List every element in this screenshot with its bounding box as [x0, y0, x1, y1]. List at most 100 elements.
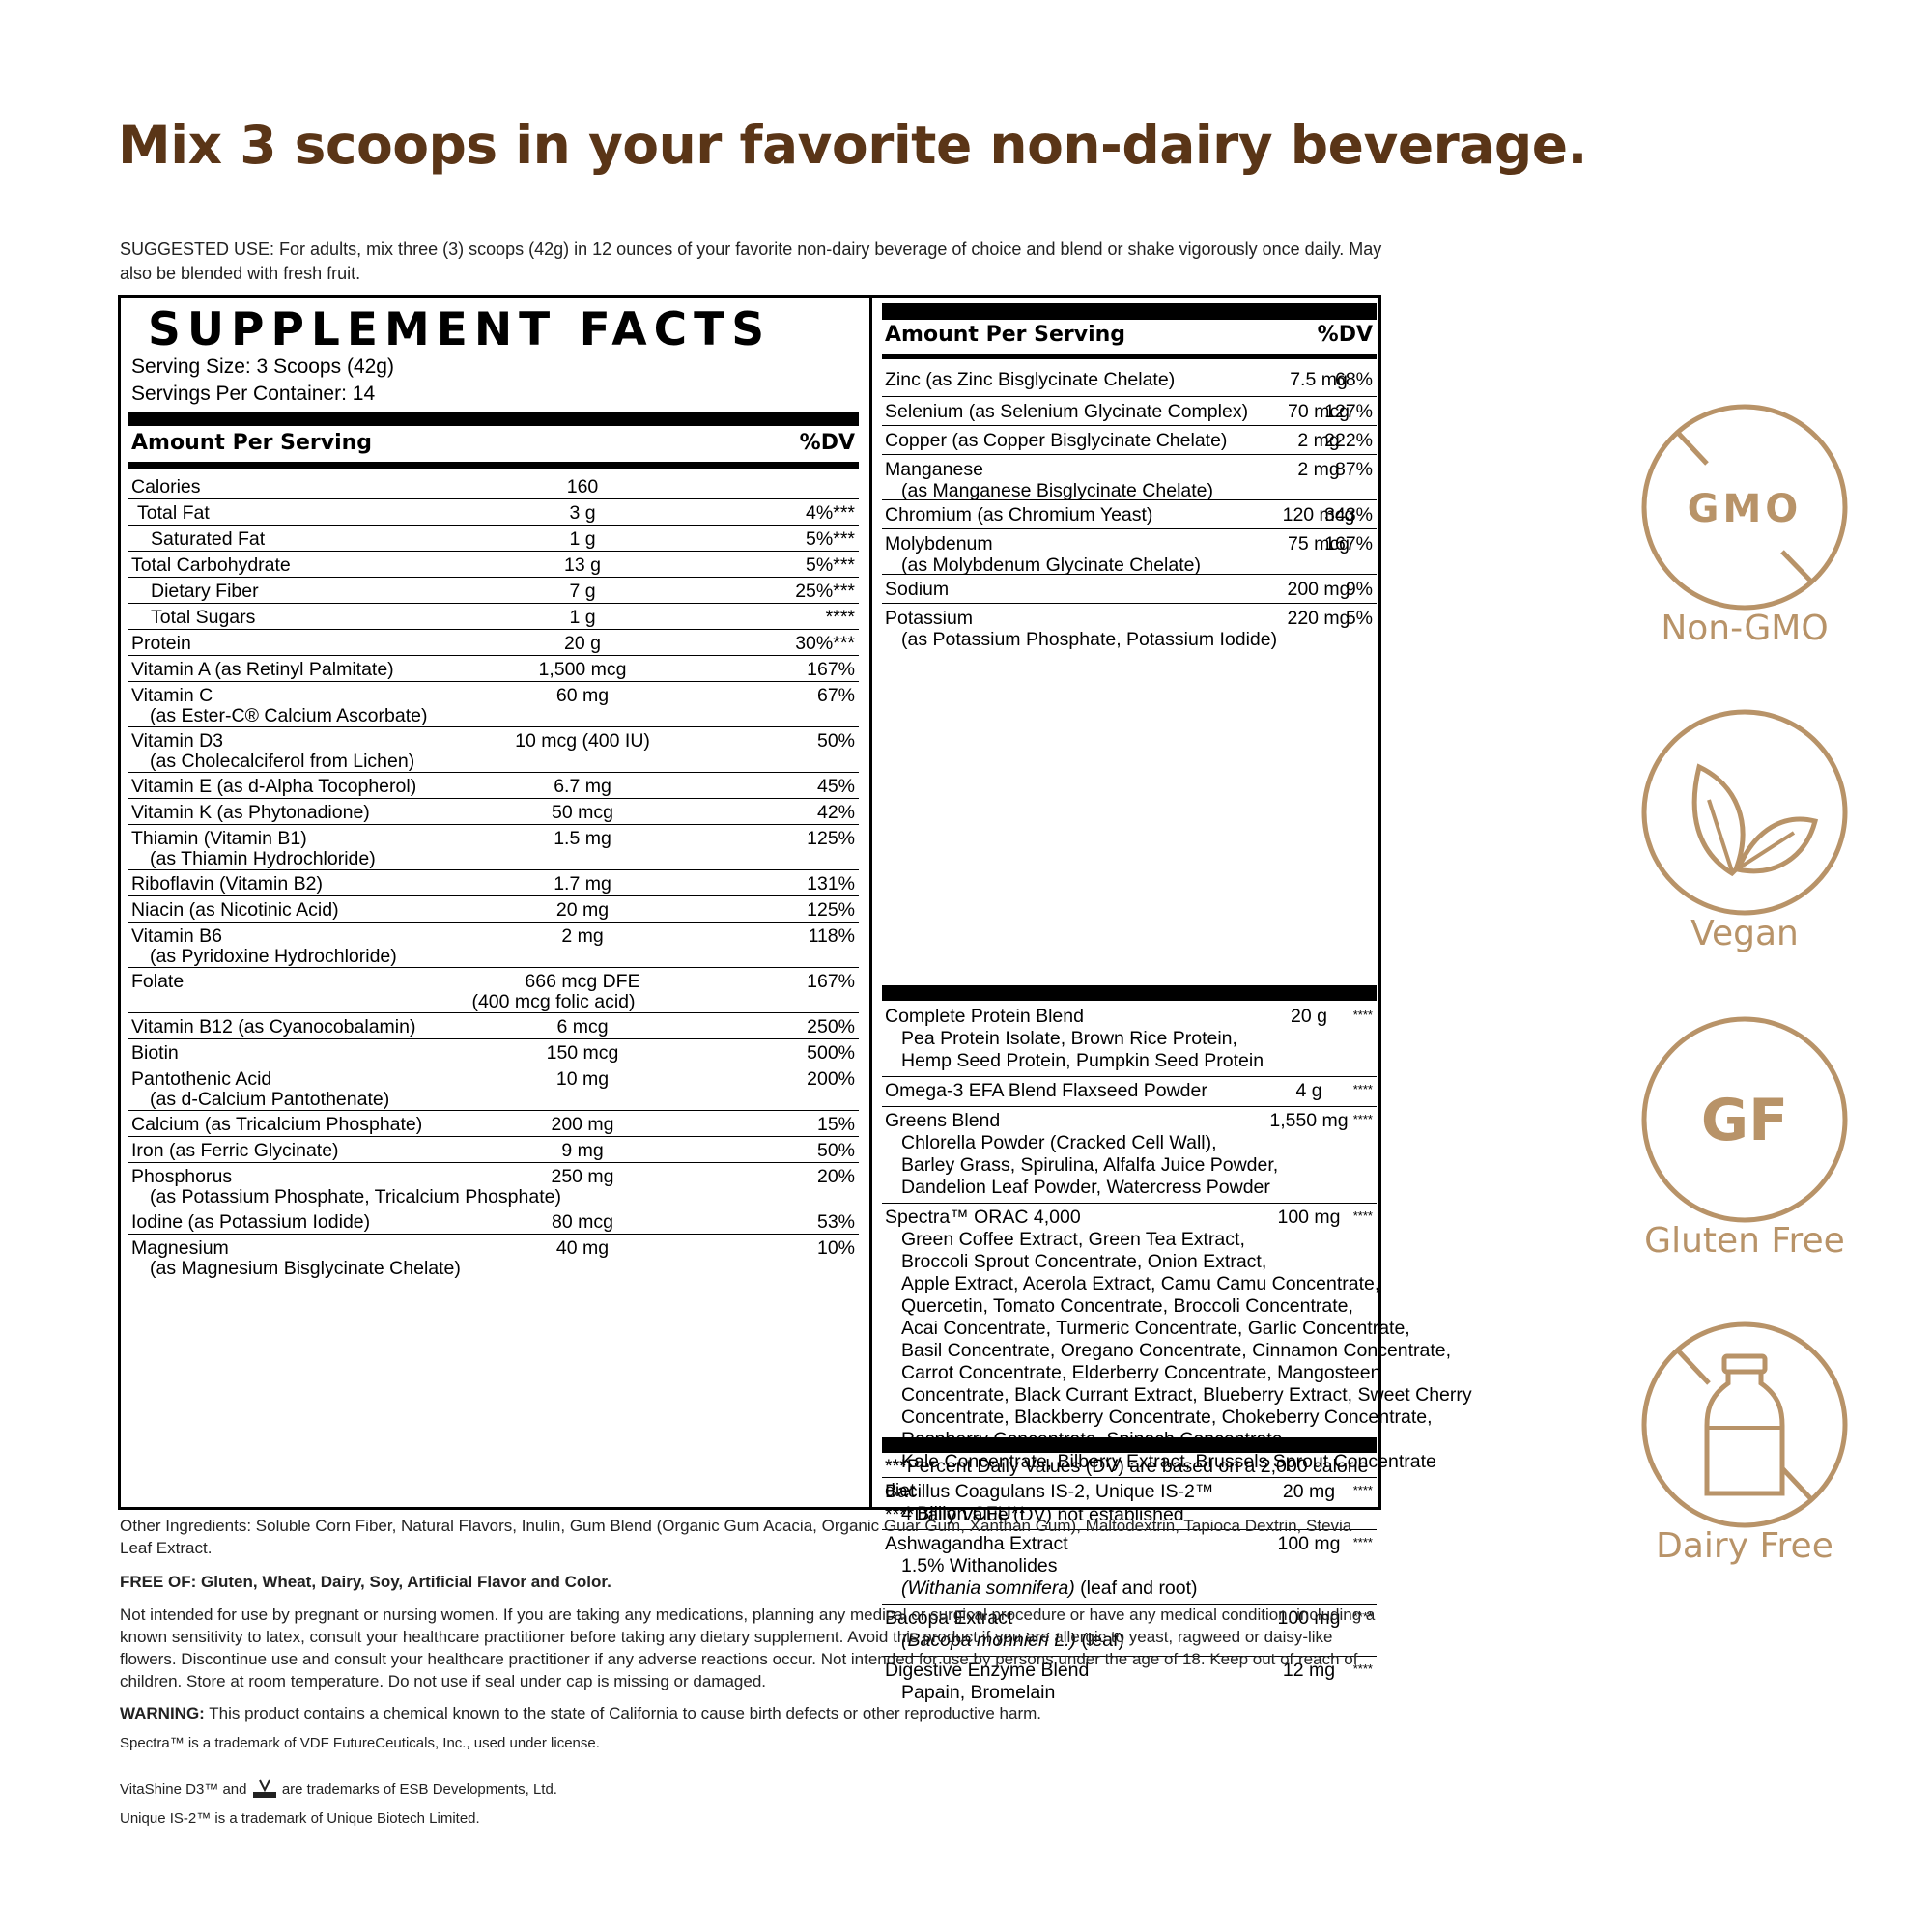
- mineral-name: Selenium (as Selenium Glycinate Complex): [885, 401, 1249, 422]
- nutrient-name: Vitamin D3: [131, 730, 224, 752]
- nutrient-name: Iron (as Ferric Glycinate): [131, 1140, 339, 1161]
- mineral-name: Molybdenum: [885, 533, 993, 554]
- blend-amount: 100 mg: [1277, 1207, 1341, 1228]
- nutrient-amount: 7 g: [569, 581, 596, 602]
- nutrient-row: Vitamin E (as d-Alpha Tocopherol) 6.7 mg 4…: [128, 773, 859, 799]
- mineral-amount: 70 mcg: [1288, 401, 1350, 422]
- trademark-vitashine-suffix: are trademarks of ESB Developments, Ltd.: [281, 1780, 557, 1798]
- mineral-source: (as Molybdenum Glycinate Chelate): [901, 554, 1201, 576]
- nutrient-name: Folate: [131, 971, 185, 992]
- nutrient-amount: 60 mg: [555, 685, 610, 706]
- mineral-source: (as Potassium Phosphate, Potassium Iodid…: [901, 629, 1278, 650]
- mineral-dv: 343%: [1324, 504, 1373, 526]
- nutrient-row: Vitamin B6 2 mg 118% (as Pyridoxine Hydroch…: [128, 923, 859, 968]
- suggested-use: SUGGESTED USE: For adults, mix three (3)…: [120, 240, 1382, 283]
- nutrient-name: Vitamin B12 (as Cyanocobalamin): [131, 1016, 416, 1037]
- mineral-row: Chromium (as Chromium Yeast) 120 mcg 343%: [882, 500, 1377, 529]
- mineral-dv: 9%: [1345, 579, 1373, 600]
- nutrient-name: Vitamin C: [131, 685, 213, 706]
- blend-dv: ****: [1352, 1535, 1373, 1549]
- nutrient-source: (as Cholecalciferol from Lichen): [150, 751, 415, 772]
- nutrient-amount: 2 mg: [561, 925, 604, 947]
- nutrient-name: Vitamin B6: [131, 925, 222, 947]
- nutrient-row: Vitamin D3 10 mcg (400 IU) 50% (as Cholecal…: [128, 727, 859, 773]
- thick-rule: [128, 412, 859, 426]
- amount-per-serving-header: Amount Per Serving: [131, 431, 373, 455]
- mineral-dv: 68%: [1334, 369, 1373, 390]
- nutrient-row: Total Sugars 1 g ****: [128, 604, 859, 630]
- blend-row: Complete Protein Blend 20 g **** Pea Protei…: [882, 1003, 1377, 1077]
- mineral-amount: 7.5 mg: [1290, 369, 1348, 390]
- supplement-facts-panel: SUPPLEMENT FACTS Serving Size: 3 Scoops …: [118, 295, 1472, 1703]
- blend-ingredient-line: Concentrate, Black Currant Extract, Blue…: [901, 1384, 1472, 1406]
- nutrient-row: Iodine (as Potassium Iodide) 80 mcg 53%: [128, 1208, 859, 1235]
- blend-dv: ****: [1352, 1008, 1373, 1022]
- nutrient-name: Vitamin E (as d-Alpha Tocopherol): [131, 776, 417, 797]
- trademark-unique: Unique IS-2™ is a trademark of Unique Bi…: [120, 1810, 480, 1827]
- blend-ingredient-line: Barley Grass, Spirulina, Alfalfa Juice P…: [901, 1154, 1279, 1176]
- blend-row: Omega-3 EFA Blend Flaxseed Powder 4 g ****: [882, 1077, 1377, 1107]
- mineral-amount: 2 mg: [1297, 430, 1340, 451]
- nutrient-amount: 20 g: [564, 633, 601, 654]
- botanical-name: (Withania somnifera): [901, 1577, 1075, 1599]
- thick-rule-blends: [882, 985, 1377, 1001]
- nutrient-amount: 6 mcg: [556, 1016, 609, 1037]
- blend-row: Ashwagandha Extract 100 mg **** 1.5% Withan…: [882, 1530, 1377, 1605]
- blend-dv: ****: [1352, 1112, 1373, 1126]
- nutrient-row: Niacin (as Nicotinic Acid) 20 mg 125%: [128, 896, 859, 923]
- blend-ingredient-line: Concentrate, Blackberry Concentrate, Cho…: [901, 1406, 1433, 1428]
- nutrient-row: Total Fat 3 g 4%***: [128, 499, 859, 526]
- vitashine-logo-icon: [252, 1779, 276, 1798]
- mineral-dv: 222%: [1324, 430, 1373, 451]
- nutrient-name: Thiamin (Vitamin B1): [131, 828, 307, 849]
- footnote-dv-basis: ***Percent Daily Values (DV) are based o…: [885, 1456, 1369, 1501]
- nutrient-row: Riboflavin (Vitamin B2) 1.7 mg 131%: [128, 870, 859, 896]
- blend-dv: ****: [1352, 1208, 1373, 1223]
- badge-dairy-free-label: Dairy Free: [1656, 1526, 1833, 1566]
- nutrient-amount: 3 g: [569, 502, 596, 524]
- nutrient-name: Magnesium: [131, 1237, 229, 1259]
- mineral-amount: 120 mcg: [1282, 504, 1355, 526]
- nutrient-name: Iodine (as Potassium Iodide): [131, 1211, 371, 1233]
- dv-header-right: %DV: [1317, 323, 1373, 347]
- nutrient-dv: 125%: [807, 899, 855, 921]
- nutrient-source: (as Ester-C® Calcium Ascorbate): [150, 705, 428, 726]
- mineral-amount: 2 mg: [1297, 459, 1340, 480]
- mineral-name: Potassium: [885, 608, 974, 629]
- nutrient-source: (as Potassium Phosphate, Tricalcium Phos…: [150, 1186, 561, 1208]
- right-blend-list: Complete Protein Blend 20 g **** Pea Protei…: [882, 1003, 1472, 1709]
- mineral-amount: 75 mcg: [1288, 533, 1350, 554]
- blend-ingredient-line: Quercetin, Tomato Concentrate, Broccoli …: [901, 1295, 1353, 1317]
- nutrient-name: Riboflavin (Vitamin B2): [131, 873, 323, 895]
- nutrient-dv: 50%: [816, 1140, 855, 1161]
- blend-dv: ****: [1352, 1609, 1373, 1624]
- blend-amount: 100 mg: [1277, 1607, 1341, 1629]
- dv-header: %DV: [799, 431, 855, 455]
- nutrient-dv: ****: [825, 607, 855, 628]
- botanical-part: (leaf): [1076, 1630, 1124, 1651]
- blend-ingredient-line: 4 Billion CFU**: [901, 1503, 1026, 1524]
- nutrient-amount: 250 mg: [551, 1166, 614, 1187]
- caution-statement: Not intended for use by pregnant or nurs…: [120, 1605, 1376, 1690]
- mineral-name: Copper (as Copper Bisglycinate Chelate): [885, 430, 1228, 451]
- nutrient-dv: 131%: [807, 873, 855, 895]
- no-gmo-icon: GMO: [1641, 404, 1848, 611]
- blend-ingredient-line: Dandelion Leaf Powder, Watercress Powder: [901, 1177, 1270, 1198]
- nutrient-row: Vitamin A (as Retinyl Palmitate) 1,500 mc…: [128, 656, 859, 682]
- nutrient-row: Calcium (as Tricalcium Phosphate) 200 mg 1…: [128, 1111, 859, 1137]
- medium-rule: [128, 462, 859, 469]
- mineral-dv: 127%: [1324, 401, 1373, 422]
- blend-amount: 1,550 mg: [1269, 1110, 1349, 1131]
- mineral-dv: 167%: [1324, 533, 1373, 554]
- nutrient-dv: 25%***: [795, 581, 855, 602]
- nutrient-amount: 9 mg: [561, 1140, 604, 1161]
- blend-name: Spectra™ ORAC 4,000: [885, 1207, 1081, 1228]
- blend-ingredient-line: Acai Concentrate, Turmeric Concentrate, …: [901, 1318, 1410, 1339]
- mineral-name: Zinc (as Zinc Bisglycinate Chelate): [885, 369, 1176, 390]
- amount-per-serving-header-right: Amount Per Serving: [885, 323, 1126, 347]
- nutrient-name: Biotin: [131, 1042, 179, 1064]
- right-mineral-list: Zinc (as Zinc Bisglycinate Chelate) 7.5 m…: [882, 361, 1377, 650]
- supplement-facts-title: SUPPLEMENT FACTS: [148, 303, 772, 356]
- nutrient-source: (as Magnesium Bisglycinate Chelate): [150, 1258, 461, 1279]
- blend-ingredient-line: Apple Extract, Acerola Extract, Camu Cam…: [901, 1273, 1380, 1294]
